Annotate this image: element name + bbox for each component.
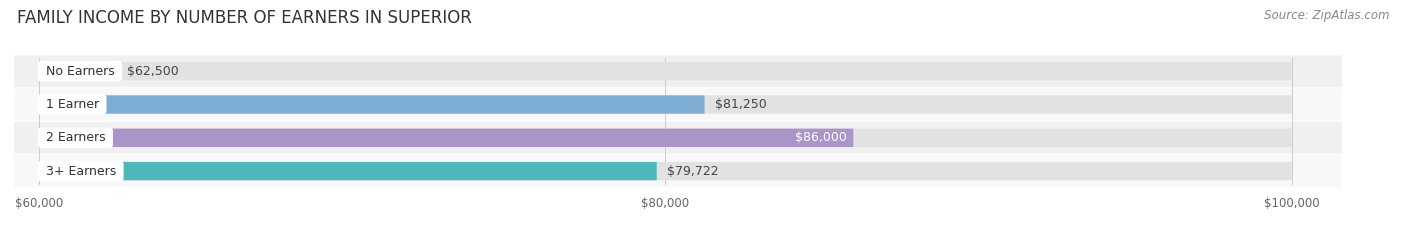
Text: FAMILY INCOME BY NUMBER OF EARNERS IN SUPERIOR: FAMILY INCOME BY NUMBER OF EARNERS IN SU…	[17, 9, 472, 27]
FancyBboxPatch shape	[39, 95, 704, 114]
Text: No Earners: No Earners	[42, 65, 118, 78]
Text: 1 Earner: 1 Earner	[42, 98, 103, 111]
Text: $86,000: $86,000	[796, 131, 846, 144]
Text: 3+ Earners: 3+ Earners	[42, 164, 120, 178]
FancyBboxPatch shape	[14, 155, 1341, 187]
FancyBboxPatch shape	[39, 162, 657, 180]
FancyBboxPatch shape	[39, 62, 117, 80]
FancyBboxPatch shape	[14, 122, 1341, 154]
FancyBboxPatch shape	[39, 129, 853, 147]
FancyBboxPatch shape	[39, 95, 1292, 114]
Text: $62,500: $62,500	[128, 65, 179, 78]
FancyBboxPatch shape	[39, 129, 1292, 147]
FancyBboxPatch shape	[39, 162, 1292, 180]
FancyBboxPatch shape	[14, 55, 1341, 87]
FancyBboxPatch shape	[39, 62, 1292, 80]
Text: Source: ZipAtlas.com: Source: ZipAtlas.com	[1264, 9, 1389, 22]
Text: $81,250: $81,250	[714, 98, 766, 111]
FancyBboxPatch shape	[14, 89, 1341, 120]
Text: $79,722: $79,722	[666, 164, 718, 178]
Text: 2 Earners: 2 Earners	[42, 131, 110, 144]
